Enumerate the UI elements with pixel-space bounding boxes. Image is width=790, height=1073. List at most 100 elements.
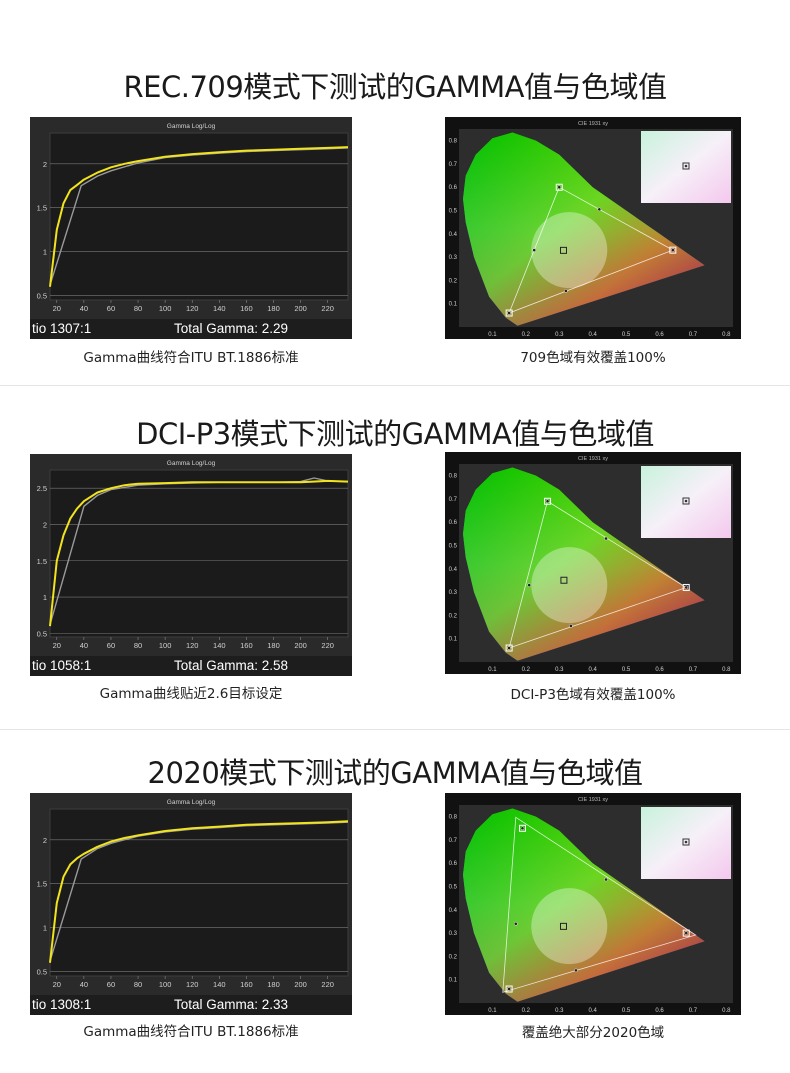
y-tick-label: 0.2 <box>449 278 458 284</box>
measured-point <box>507 646 511 650</box>
y-tick-label: 0.4 <box>449 567 458 573</box>
gamma-chart: Gamma Log/Log 0.5 1 1.5 2 20 40 60 80 100 120 140 16… <box>30 117 352 339</box>
y-tick-label: 0.5 <box>37 968 47 977</box>
x-tick-label: 20 <box>53 641 61 650</box>
target-point <box>682 929 690 937</box>
chart-title: Gamma Log/Log <box>167 123 216 130</box>
y-tick-label: 0.4 <box>449 232 458 238</box>
x-tick-label: 0.5 <box>622 667 631 673</box>
section-title: DCI-P3模式下测试的GAMMA值与色域值 <box>136 417 654 451</box>
gamma-caption: Gamma曲线符合ITU BT.1886标准 <box>83 350 299 366</box>
y-tick-label: 0.5 <box>37 292 47 301</box>
x-tick-label: 0.8 <box>722 332 731 338</box>
x-tick-label: 200 <box>294 641 307 650</box>
target-point <box>555 183 563 191</box>
chart-title: CIE 1931 xy <box>578 456 608 462</box>
x-tick-label: 100 <box>159 980 172 989</box>
cie-chart: 0.1 0.2 0.3 0.4 0.5 0.6 0.7 0.8 0.1 0.2 0.3 0.4 0.5 0… <box>445 793 741 1015</box>
x-tick-label: 120 <box>186 641 199 650</box>
x-tick-label: 220 <box>321 304 334 313</box>
y-tick-label: 0.5 <box>449 544 458 550</box>
plot-area <box>49 469 349 638</box>
x-tick-label: 100 <box>159 641 172 650</box>
total-gamma: Total Gamma: 2.29 <box>174 321 289 336</box>
gamut-caption: 覆盖绝大部分2020色域 <box>521 1025 665 1041</box>
y-tick-label: 0.8 <box>449 474 458 480</box>
x-tick-label: 0.3 <box>555 667 564 673</box>
measured-point <box>545 499 550 504</box>
plot-area <box>49 808 349 977</box>
chart-title: CIE 1931 xy <box>578 121 608 127</box>
x-tick-label: 0.7 <box>689 667 698 673</box>
x-tick-label: 60 <box>107 641 115 650</box>
x-tick-label: 200 <box>294 304 307 313</box>
contrast-ratio: tio 1308:1 <box>32 997 92 1012</box>
gamma-footer: tio 1058:1 Total Gamma: 2.58 <box>30 656 352 676</box>
x-tick-label: 0.5 <box>622 1008 631 1014</box>
gamma-chart: Gamma Log/Log 0.5 1 1.5 2 2.5 20 40 60 80 100 120 14… <box>30 454 352 676</box>
inset-measured-point <box>684 164 688 168</box>
y-tick-label: 0.8 <box>449 139 458 145</box>
y-tick-label: 0.4 <box>449 908 458 914</box>
plot-area <box>49 132 349 301</box>
inset-white-point <box>682 838 690 846</box>
section-title: 2020模式下测试的GAMMA值与色域值 <box>147 756 644 790</box>
x-tick-label: 0.4 <box>588 1008 597 1014</box>
section-divider <box>0 729 790 730</box>
x-tick-label: 160 <box>240 980 253 989</box>
gamma-footer: tio 1307:1 Total Gamma: 2.29 <box>30 319 352 339</box>
y-tick-label: 0.3 <box>449 590 458 596</box>
x-tick-label: 0.6 <box>655 667 664 673</box>
y-tick-label: 0.5 <box>37 629 47 638</box>
white-glow <box>531 888 608 965</box>
measured-point <box>527 583 532 587</box>
gamut-caption: 709色域有效覆盖100% <box>520 350 666 366</box>
x-tick-label: 100 <box>159 304 172 313</box>
x-tick-label: 40 <box>80 980 88 989</box>
white-glow <box>531 212 608 289</box>
chart-title: Gamma Log/Log <box>167 460 216 467</box>
y-tick-label: 1 <box>43 593 47 602</box>
y-tick-label: 0.7 <box>449 497 458 503</box>
total-gamma: Total Gamma: 2.58 <box>174 658 289 673</box>
cie-chart-svg: 0.1 0.2 0.3 0.4 0.5 0.6 0.7 0.8 0.1 0.2 0.3 0.4 0.5 0… <box>445 452 741 674</box>
cie-chart: 0.1 0.2 0.3 0.4 0.5 0.6 0.7 0.8 0.1 0.2 0.3 0.4 0.5 0… <box>445 117 741 339</box>
target-point <box>682 583 690 591</box>
x-tick-label: 80 <box>134 641 142 650</box>
target-point <box>518 824 526 832</box>
x-tick-label: 0.2 <box>522 1008 531 1014</box>
measured-point <box>513 921 518 926</box>
x-tick-label: 80 <box>134 980 142 989</box>
x-tick-label: 0.5 <box>622 332 631 338</box>
y-tick-label: 0.1 <box>449 637 458 643</box>
measured-point <box>520 826 525 831</box>
x-tick-label: 140 <box>213 980 226 989</box>
y-tick-label: 0.2 <box>449 613 458 619</box>
y-tick-label: 2 <box>43 160 47 169</box>
gamma-caption: Gamma曲线符合ITU BT.1886标准 <box>83 1024 299 1040</box>
y-tick-label: 1 <box>43 924 47 933</box>
x-tick-label: 20 <box>53 980 61 989</box>
measured-point <box>507 311 511 315</box>
total-gamma: Total Gamma: 2.33 <box>174 997 289 1012</box>
y-tick-label: 1 <box>43 248 47 257</box>
x-tick-label: 0.3 <box>555 332 564 338</box>
contrast-ratio: tio 1058:1 <box>32 658 92 673</box>
spectral-locus-overlay <box>463 467 705 661</box>
white-point-marker <box>560 576 568 584</box>
measured-point <box>507 987 511 991</box>
series-line <box>49 820 349 963</box>
y-tick-label: 0.2 <box>449 954 458 960</box>
cie-chart: 0.1 0.2 0.3 0.4 0.5 0.6 0.7 0.8 0.1 0.2 0.3 0.4 0.5 0… <box>445 452 741 674</box>
x-tick-label: 0.1 <box>488 332 497 338</box>
measured-point <box>564 289 568 293</box>
contrast-ratio: tio 1307:1 <box>32 321 92 336</box>
spectral-locus-overlay <box>463 808 705 1002</box>
x-tick-label: 0.1 <box>488 1008 497 1014</box>
inset-measured-point <box>684 840 688 844</box>
series-line <box>49 146 349 287</box>
x-tick-label: 160 <box>240 641 253 650</box>
x-tick-label: 0.2 <box>522 667 531 673</box>
x-tick-label: 0.3 <box>555 1008 564 1014</box>
